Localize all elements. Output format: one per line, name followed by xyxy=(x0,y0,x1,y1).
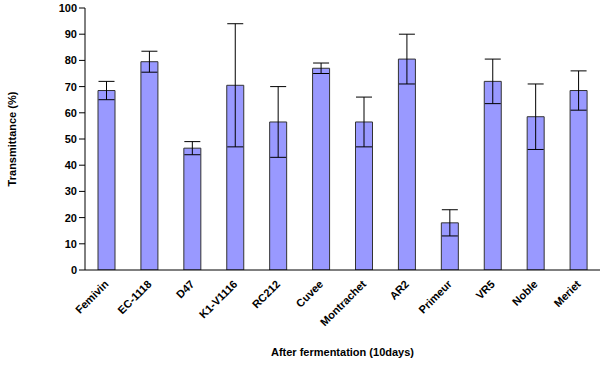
svg-text:10: 10 xyxy=(65,238,77,250)
svg-text:Cuvee: Cuvee xyxy=(293,278,325,310)
svg-text:0: 0 xyxy=(71,264,77,276)
svg-text:EC-1118: EC-1118 xyxy=(115,278,153,316)
svg-text:After fermentation (10days): After fermentation (10days) xyxy=(271,346,414,358)
svg-text:Noble: Noble xyxy=(510,278,540,308)
svg-text:100: 100 xyxy=(59,2,77,14)
svg-text:VR5: VR5 xyxy=(473,278,497,302)
svg-text:Montrachet: Montrachet xyxy=(318,278,369,329)
svg-text:AR2: AR2 xyxy=(387,278,411,302)
svg-text:Meriet: Meriet xyxy=(551,278,583,310)
svg-text:90: 90 xyxy=(65,28,77,40)
svg-text:Primeur: Primeur xyxy=(416,277,454,315)
svg-text:K1-V1116: K1-V1116 xyxy=(197,278,240,321)
svg-text:30: 30 xyxy=(65,185,77,197)
svg-text:70: 70 xyxy=(65,81,77,93)
svg-text:Femivin: Femivin xyxy=(73,278,111,316)
svg-text:RC212: RC212 xyxy=(250,278,283,311)
svg-text:40: 40 xyxy=(65,159,77,171)
svg-text:50: 50 xyxy=(65,133,77,145)
svg-text:20: 20 xyxy=(65,212,77,224)
svg-text:D47: D47 xyxy=(174,278,197,301)
svg-text:60: 60 xyxy=(65,107,77,119)
svg-text:80: 80 xyxy=(65,54,77,66)
svg-text:Transmittance (%): Transmittance (%) xyxy=(8,91,18,186)
